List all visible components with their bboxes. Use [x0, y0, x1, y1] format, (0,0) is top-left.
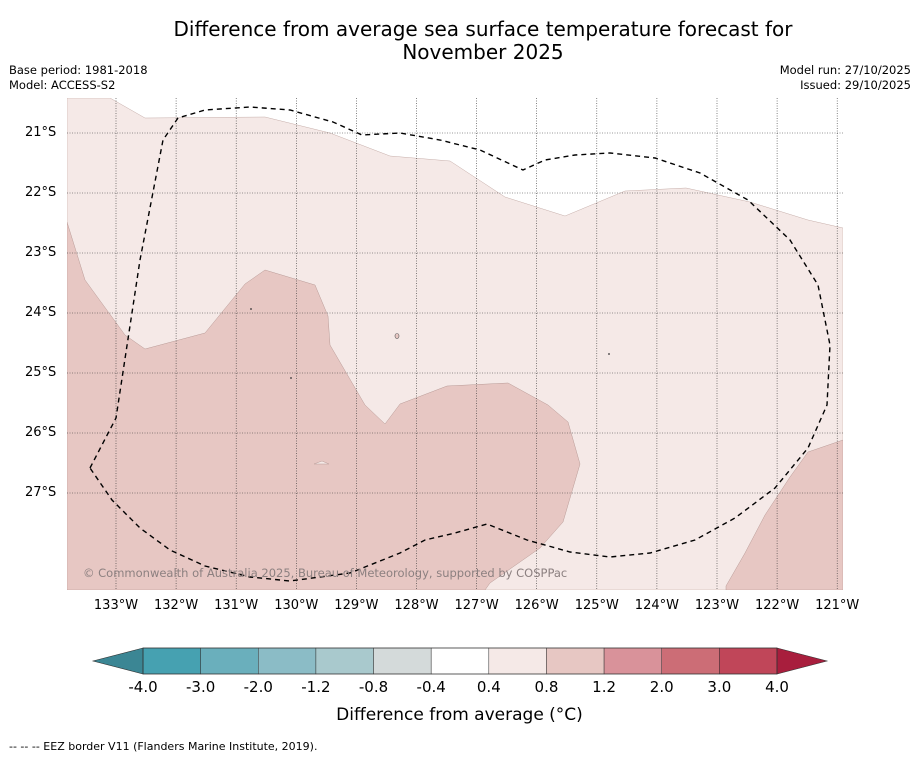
colorbar-tick-label: -3.0 — [185, 678, 216, 696]
latitude-label: 24°S — [25, 305, 57, 320]
longitude-label: 122°W — [755, 598, 800, 613]
colorbar-segment — [142, 647, 201, 675]
colorbar-tick-label: 2.0 — [649, 678, 674, 696]
colorbar-segment — [200, 647, 259, 675]
colorbar-tick-label: 0.4 — [476, 678, 501, 696]
longitude-label: 125°W — [574, 598, 619, 613]
longitude-label: 133°W — [93, 598, 139, 613]
model-name: Model: ACCESS-S2 — [9, 78, 116, 92]
longitude-label: 130°W — [274, 598, 319, 613]
meta-left: Base period: 1981-2018 Model: ACCESS-S2 — [9, 63, 148, 93]
colorbar-tick-label: -0.8 — [358, 678, 389, 696]
colorbar-segment — [603, 647, 662, 675]
issued-date: Issued: 29/10/2025 — [800, 78, 911, 92]
colorbar-tick-label: 4.0 — [765, 678, 789, 696]
longitude-label: 127°W — [454, 598, 499, 613]
base-period: Base period: 1981-2018 — [9, 63, 148, 77]
latitude-label: 23°S — [25, 245, 57, 260]
longitude-label: 132°W — [154, 598, 199, 613]
zone-medium-anomaly-east — [725, 439, 843, 590]
colorbar-tick-label: 1.2 — [592, 678, 617, 696]
colorbar-segment — [373, 647, 432, 675]
longitude-label: 121°W — [815, 598, 860, 613]
colorbar-segment — [546, 647, 605, 675]
colorbar-segment — [488, 647, 547, 675]
title-line-1: Difference from average sea surface temp… — [173, 17, 793, 41]
colorbar-tick-label: -1.2 — [301, 678, 331, 696]
colorbar-segment — [661, 647, 720, 675]
latitude-label: 25°S — [25, 365, 57, 380]
colorbar-tick-label: -2.0 — [243, 678, 273, 696]
model-run: Model run: 27/10/2025 — [779, 63, 911, 77]
chart-title: Difference from average sea surface temp… — [0, 18, 919, 64]
colorbar-segment — [719, 647, 778, 675]
longitude-label: 124°W — [634, 598, 679, 613]
zone-medium-anomaly — [67, 221, 581, 590]
colorbar-tick-label: -0.4 — [416, 678, 446, 696]
colorbar-low-extend — [91, 647, 144, 675]
eez-border — [89, 106, 831, 582]
copyright-notice: © Commonwealth of Australia 2025, Bureau… — [83, 566, 568, 580]
title-line-2: November 2025 — [402, 40, 564, 64]
longitude-label: 131°W — [214, 598, 259, 613]
colorbar-segment — [430, 647, 490, 675]
colorbar-title: Difference from average (°C) — [336, 705, 583, 725]
longitude-label: 126°W — [514, 598, 559, 613]
latitude-label: 21°S — [25, 125, 57, 140]
colorbar-segment — [258, 647, 317, 675]
latitude-label: 27°S — [25, 485, 57, 500]
latitude-label: 22°S — [25, 185, 57, 200]
longitude-label: 129°W — [334, 598, 379, 613]
meta-right: Model run: 27/10/2025 Issued: 29/10/2025 — [780, 63, 911, 93]
footnote: -- -- -- EEZ border V11 (Flanders Marine… — [9, 740, 318, 753]
colorbar-tick-label: -4.0 — [128, 678, 158, 696]
colorbar-segment — [315, 647, 374, 675]
colorbar-tick-label: 0.8 — [534, 678, 559, 696]
colorbar-high-extend — [776, 647, 829, 675]
colorbar-tick-label: 3.0 — [707, 678, 732, 696]
latitude-label: 26°S — [25, 425, 57, 440]
longitude-label: 123°W — [694, 598, 740, 613]
longitude-label: 128°W — [394, 598, 439, 613]
